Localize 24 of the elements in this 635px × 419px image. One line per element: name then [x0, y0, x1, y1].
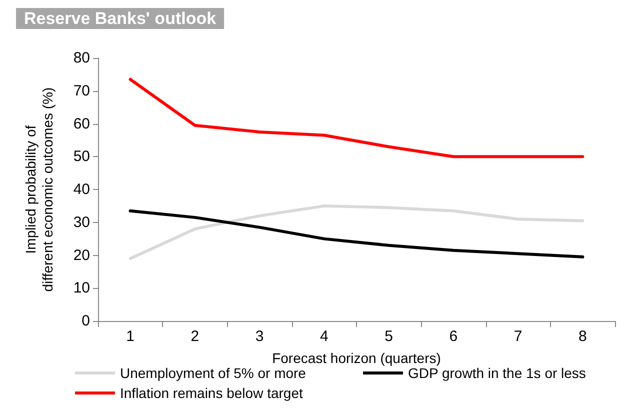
x-tick-label: 1 — [126, 328, 134, 345]
x-tick-label: 2 — [190, 328, 200, 345]
y-tick-label: 20 — [73, 246, 90, 264]
x-axis-title: Forecast horizon (quarters) — [272, 350, 441, 366]
x-tick-label: 5 — [384, 328, 393, 345]
y-tick-label: 80 — [73, 50, 90, 66]
chart-title: Reserve Banks' outlook — [24, 9, 217, 28]
x-tick-label: 8 — [578, 328, 587, 345]
y-tick-label: 10 — [73, 280, 90, 297]
y-tick-label: 60 — [73, 115, 90, 132]
y-tick-label: 50 — [73, 148, 90, 166]
y-tick-label: 0 — [82, 312, 90, 330]
y-tick-label: 30 — [73, 214, 90, 231]
y-axis-title: Implied probability of different economic outcomes (%) — [22, 87, 56, 292]
y-tick-label: 70 — [73, 82, 90, 100]
line-series — [128, 78, 584, 158]
x-tick-label: 3 — [255, 328, 264, 345]
x-tick-label: 4 — [320, 328, 328, 345]
x-tick-label: 7 — [514, 328, 522, 345]
x-tick-label: 6 — [449, 328, 458, 345]
legend-label: Unemployment of 5% or more — [120, 365, 306, 381]
y-tick-label: 40 — [73, 181, 90, 198]
legend-label: Inflation remains below target — [120, 385, 303, 401]
legend-label: GDP growth in the 1s or less — [408, 365, 586, 381]
